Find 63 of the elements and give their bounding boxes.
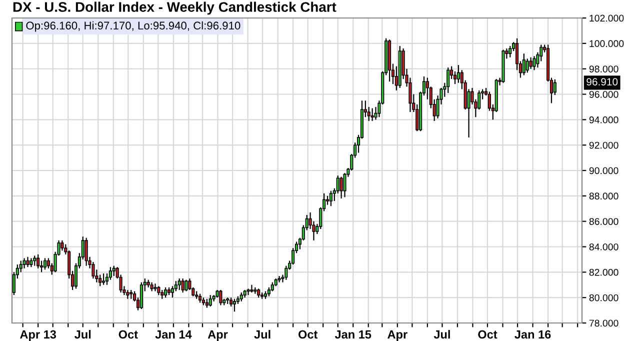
y-tick-label: 90.000: [589, 167, 618, 174]
candlestick: [92, 261, 95, 280]
candlestick: [184, 279, 188, 292]
y-tick-label: 78.000: [589, 320, 618, 327]
candlestick: [329, 190, 332, 207]
candlestick: [553, 78, 556, 96]
candlestick: [178, 278, 181, 291]
candlestick: [446, 67, 450, 94]
x-tick-label: Apr: [208, 330, 228, 341]
y-tick-label: 84.000: [589, 243, 618, 250]
y-tick-label: 86.000: [589, 218, 618, 225]
y-tick-label: 88.000: [589, 192, 618, 200]
candlestick: [22, 258, 26, 269]
x-tick-label: Jul: [434, 330, 450, 339]
candlestick: [84, 237, 88, 266]
candlestick: [140, 282, 143, 310]
candlestick: [26, 256, 30, 268]
y-tick-label: 94.000: [589, 116, 618, 124]
y-tick-label: 92.000: [589, 142, 618, 149]
candlestick: [370, 108, 374, 122]
y-tick-label: 98.000: [589, 66, 618, 72]
annotation: 96.910: [586, 78, 618, 86]
candlestick: [522, 53, 526, 76]
x-tick-label: Jul: [254, 330, 270, 339]
candlestick: [43, 258, 47, 270]
candlestick: [343, 172, 346, 198]
x-tick-label: Oct: [298, 330, 318, 339]
x-tick-label: Jan 14: [155, 330, 192, 339]
candlestick: [208, 294, 212, 308]
x-tick-label: Jan 16: [514, 330, 551, 339]
candlestick: [154, 283, 157, 292]
candlestick: [33, 255, 36, 266]
y-tick-label: 82.000: [589, 268, 618, 276]
x-tick-label: Jul: [74, 330, 91, 339]
y-tick-label: 96.000: [589, 90, 618, 98]
annotation: Op:96.160, Hi:97.170, Lo:95.940, Cl:96.910: [26, 21, 240, 32]
x-tick-label: Oct: [478, 330, 498, 339]
candlestick: [340, 176, 343, 200]
candlestick: [278, 275, 281, 283]
candlestick: [219, 289, 222, 306]
candlestick: [456, 64, 460, 84]
candlestick: [529, 56, 532, 70]
y-tick-label: 100.000: [590, 40, 624, 48]
candlestick: [508, 45, 512, 58]
chart-title: DX - U.S. Dollar Index - Weekly Candlestick Chart: [13, 2, 336, 15]
candlestick: [36, 254, 40, 269]
x-tick-label: Oct: [118, 330, 138, 339]
candlestick: [526, 58, 529, 74]
candlestick: [250, 284, 254, 294]
y-tick-label: 80.000: [589, 294, 618, 302]
y-tick-label: 102.000: [590, 14, 624, 22]
candlestick: [453, 70, 457, 85]
candlestick: [181, 278, 184, 294]
candlestick: [232, 298, 236, 312]
x-tick-label: Apr: [388, 330, 408, 341]
x-tick-label: Apr 13: [20, 330, 56, 341]
candlestick: [164, 286, 168, 298]
candlestick: [102, 272, 106, 286]
candlestick: [60, 240, 64, 252]
x-tick-label: Jan 15: [334, 330, 372, 339]
candlestick: [532, 56, 536, 71]
candlestick: [246, 288, 250, 296]
candlestick: [112, 265, 116, 277]
